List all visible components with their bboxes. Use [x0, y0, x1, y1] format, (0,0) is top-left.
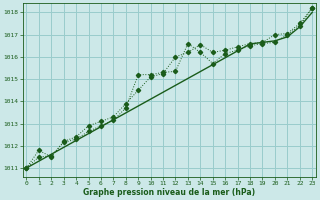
- X-axis label: Graphe pression niveau de la mer (hPa): Graphe pression niveau de la mer (hPa): [83, 188, 255, 197]
